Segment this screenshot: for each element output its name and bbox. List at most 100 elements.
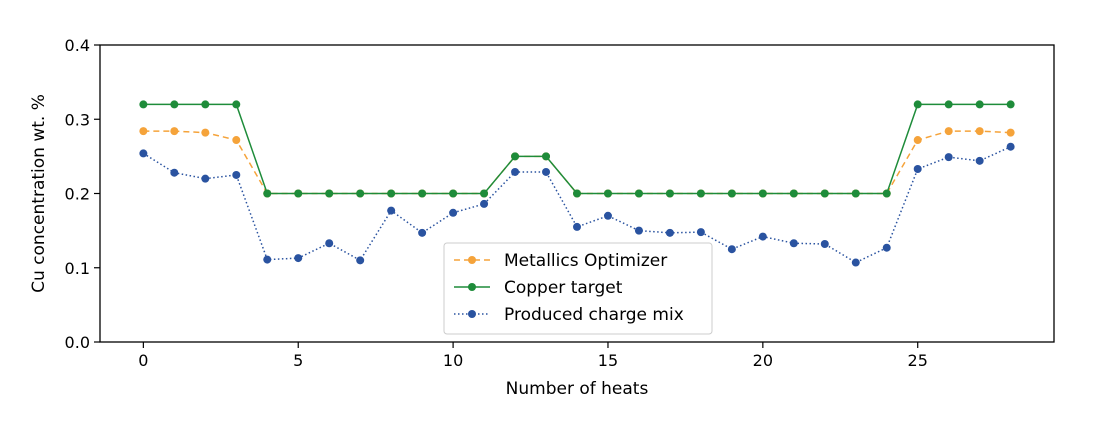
- data-point: [387, 189, 396, 198]
- data-point: [789, 239, 798, 248]
- data-point: [232, 100, 241, 109]
- data-point: [201, 100, 210, 109]
- legend-label: Copper target: [504, 278, 623, 298]
- series-metallics-optimizer: [139, 127, 1015, 198]
- y-tick-label: 0.3: [65, 110, 90, 129]
- x-tick-label: 15: [598, 351, 618, 370]
- data-point: [882, 189, 891, 198]
- data-point: [789, 189, 798, 198]
- data-point: [480, 189, 489, 198]
- legend-box: [443, 242, 713, 335]
- data-point: [201, 174, 210, 183]
- data-point: [139, 100, 148, 109]
- data-point: [975, 100, 984, 109]
- data-point: [665, 189, 674, 198]
- data-point: [542, 167, 551, 176]
- data-point: [975, 156, 984, 165]
- data-point: [449, 189, 458, 198]
- plot-frame: [99, 44, 1055, 343]
- series-layer: [139, 100, 1015, 267]
- y-tick-label: 0.0: [65, 333, 90, 352]
- x-axis-title: Number of heats: [506, 379, 649, 399]
- x-axis-ticks: 0 5 10 15 20 25: [138, 342, 928, 370]
- data-point: [944, 100, 953, 109]
- data-point: [603, 189, 612, 198]
- data-point: [542, 152, 551, 161]
- legend-marker: [468, 283, 476, 291]
- legend: Metallics Optimizer Copper target Produced…: [443, 242, 713, 335]
- series-line: [143, 130, 1011, 195]
- data-point: [170, 100, 179, 109]
- data-point: [480, 199, 489, 208]
- legend-item: Copper target: [454, 278, 623, 298]
- data-point: [975, 127, 984, 136]
- data-point: [573, 222, 581, 231]
- data-point: [696, 189, 705, 198]
- legend-item: Produced charge mix: [454, 305, 684, 325]
- data-point: [511, 167, 520, 176]
- data-point: [913, 100, 922, 109]
- x-tick-label: 5: [293, 351, 303, 370]
- data-point: [1006, 128, 1015, 137]
- data-point: [511, 152, 520, 161]
- data-point: [139, 149, 148, 158]
- y-axis-ticks: 0.0 0.1 0.2 0.3 0.4: [65, 36, 100, 352]
- data-point: [387, 206, 396, 215]
- data-point: [356, 256, 365, 265]
- data-point: [634, 226, 643, 235]
- data-point: [232, 170, 241, 179]
- data-point: [851, 189, 860, 198]
- data-point: [1006, 100, 1015, 109]
- data-point: [727, 245, 736, 254]
- data-point: [294, 189, 303, 198]
- x-tick-label: 20: [753, 351, 773, 370]
- data-point: [325, 189, 334, 198]
- data-point: [603, 211, 612, 220]
- data-point: [944, 153, 953, 162]
- data-point: [418, 189, 427, 198]
- data-point: [851, 258, 860, 267]
- y-tick-label: 0.4: [65, 36, 90, 55]
- data-point: [1006, 142, 1015, 151]
- data-point: [356, 189, 365, 198]
- data-point: [418, 228, 427, 237]
- data-point: [820, 239, 829, 248]
- y-tick-label: 0.1: [65, 259, 90, 278]
- data-point: [232, 136, 241, 145]
- data-point: [170, 127, 179, 136]
- data-point: [263, 255, 272, 264]
- x-tick-label: 25: [908, 351, 928, 370]
- data-point: [913, 164, 922, 173]
- data-point: [294, 254, 303, 263]
- data-point: [913, 136, 922, 145]
- data-point: [820, 189, 829, 198]
- legend-marker: [468, 310, 476, 318]
- data-point: [634, 189, 643, 198]
- series-line: [143, 103, 1011, 195]
- legend-label: Produced charge mix: [504, 305, 684, 325]
- data-point: [944, 127, 953, 136]
- data-point: [201, 128, 210, 137]
- series-copper-target: [139, 100, 1015, 198]
- data-point: [696, 228, 705, 237]
- legend-item: Metallics Optimizer: [454, 251, 667, 271]
- series-produced-charge-mix: [139, 142, 1015, 267]
- data-point: [170, 168, 179, 177]
- data-point: [665, 228, 674, 237]
- data-point: [573, 189, 581, 198]
- y-axis-title: Cu concentration wt. %: [29, 94, 49, 293]
- data-point: [325, 239, 334, 248]
- x-tick-label: 10: [443, 351, 463, 370]
- y-tick-label: 0.2: [65, 185, 90, 204]
- x-tick-label: 0: [138, 351, 148, 370]
- data-point: [139, 127, 148, 136]
- legend-label: Metallics Optimizer: [504, 251, 667, 271]
- data-point: [882, 243, 891, 252]
- data-point: [758, 189, 767, 198]
- data-point: [758, 232, 767, 241]
- data-point: [727, 189, 736, 198]
- data-point: [449, 208, 458, 217]
- legend-marker: [468, 256, 476, 264]
- data-point: [263, 189, 272, 198]
